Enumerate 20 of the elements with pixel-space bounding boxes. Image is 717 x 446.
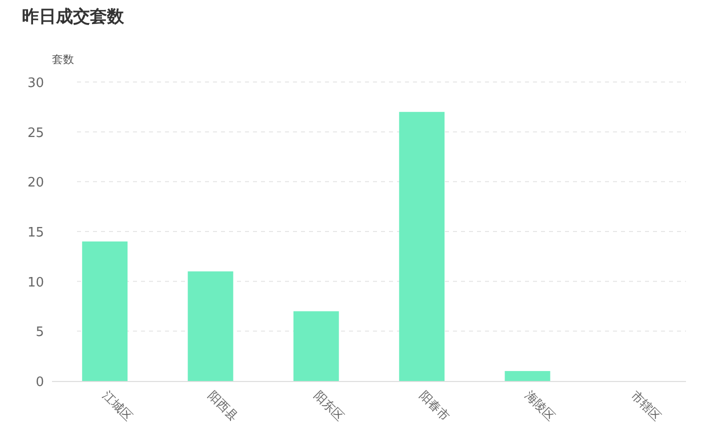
bar [293, 311, 339, 381]
bar [188, 271, 234, 381]
y-tick-label: 20 [27, 176, 44, 191]
bar [399, 112, 445, 381]
y-tick-label: 10 [27, 275, 44, 290]
y-tick-label: 0 [36, 375, 44, 390]
y-axis-title: 套数 [52, 53, 74, 66]
y-tick-label: 15 [27, 226, 44, 240]
x-tick-label: 海陵区 [522, 388, 558, 424]
y-tick-label: 5 [36, 325, 44, 340]
bar [504, 371, 550, 381]
y-tick-label: 25 [27, 126, 44, 141]
chart-title: 昨日成交套数 [22, 7, 125, 27]
y-tick-label: 30 [27, 76, 44, 91]
x-tick-label: 阳西县 [206, 388, 241, 424]
x-tick-label: 阳春市 [416, 388, 452, 424]
bar [82, 241, 128, 381]
x-tick-label: 江城区 [100, 388, 136, 424]
x-tick-label: 市辖区 [628, 388, 664, 424]
x-tick-label: 阳东区 [311, 388, 347, 424]
